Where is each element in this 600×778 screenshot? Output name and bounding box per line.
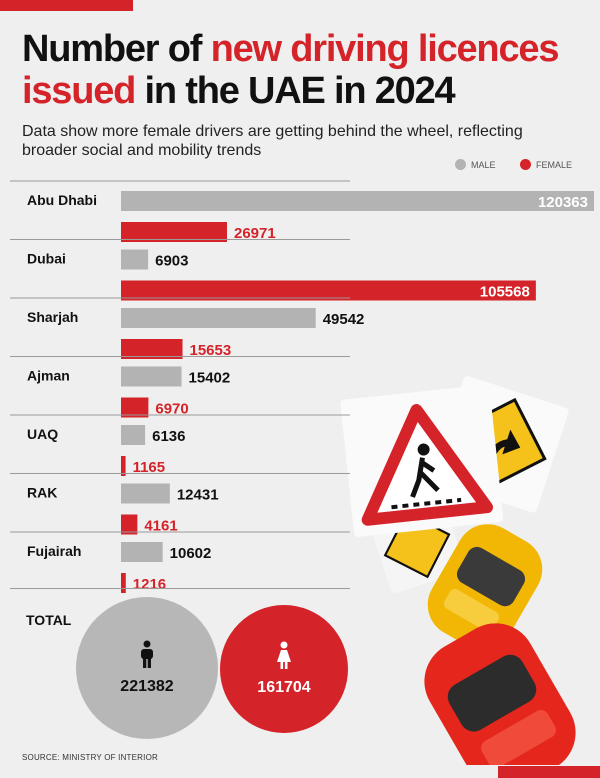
female-bar (121, 222, 227, 242)
legend-female-swatch (520, 159, 531, 170)
pedestrian-crossing-sign-icon (340, 384, 504, 537)
male-total-value: 221382 (120, 678, 174, 695)
female-value-label: 1216 (133, 576, 166, 593)
legend-male-swatch (455, 159, 466, 170)
female-bar (121, 456, 126, 476)
male-bar (121, 483, 170, 504)
category-label: Dubai (27, 251, 66, 267)
category-label: Abu Dhabi (27, 192, 97, 208)
female-value-label: 4161 (144, 518, 177, 535)
male-value-label: 6903 (155, 253, 188, 270)
male-bar (121, 249, 149, 270)
female-bar (121, 573, 126, 593)
title-highlight-2: issued (22, 70, 136, 112)
legend-male: MALE (455, 159, 496, 170)
road-signs-and-toy-cars-illustration (340, 376, 576, 765)
female-value-label: 6970 (155, 401, 188, 418)
female-value-label: 15653 (190, 342, 232, 359)
title-highlight-1: new driving licences (210, 28, 560, 70)
title-part-2: in the UAE in 2024 (135, 70, 456, 112)
male-value-label: 120363 (538, 194, 588, 211)
female-total-circle: 161704 (220, 605, 348, 733)
category-label: RAK (27, 485, 57, 501)
male-value-label: 15402 (189, 370, 231, 387)
female-bar (121, 397, 149, 418)
yellow-toy-car-icon (427, 524, 543, 650)
male-value-label: 12431 (177, 487, 219, 504)
legend-female: FEMALE (520, 159, 572, 170)
male-value-label: 49542 (323, 311, 365, 328)
chart-subtitle: Data show more female drivers are gettin… (22, 123, 523, 159)
total-label: TOTAL (26, 612, 72, 628)
male-total-circle: 221382 (76, 597, 218, 739)
female-bar (121, 280, 536, 301)
female-bar (121, 339, 183, 359)
female-total-value: 161704 (257, 679, 311, 696)
bottom-accent-bar (498, 766, 600, 778)
chart-title: Number of new driving licences issued in … (22, 28, 592, 112)
male-bar (121, 308, 316, 328)
female-bar (121, 514, 138, 535)
category-label: UAQ (27, 426, 58, 442)
male-bar (121, 542, 163, 562)
title-part-1: Number of (22, 28, 211, 70)
female-value-label: 26971 (234, 225, 276, 242)
legend-male-label: MALE (471, 160, 496, 170)
source-note: SOURCE: MINISTRY OF INTERIOR (22, 753, 158, 762)
category-label: Ajman (27, 368, 70, 384)
female-value-label: 105568 (480, 284, 530, 301)
male-bar (121, 366, 182, 387)
category-label: Fujairah (27, 543, 81, 559)
male-person-icon (141, 640, 153, 668)
male-value-label: 10602 (170, 545, 212, 562)
female-value-label: 1165 (133, 459, 166, 476)
top-accent-bar (0, 0, 133, 11)
male-bar (121, 425, 146, 445)
red-toy-car-icon (424, 623, 576, 765)
male-value-label: 6136 (152, 428, 185, 445)
legend-female-label: FEMALE (536, 160, 573, 170)
male-bar (121, 191, 594, 211)
category-label: Sharjah (27, 309, 78, 325)
female-person-icon (277, 641, 291, 669)
